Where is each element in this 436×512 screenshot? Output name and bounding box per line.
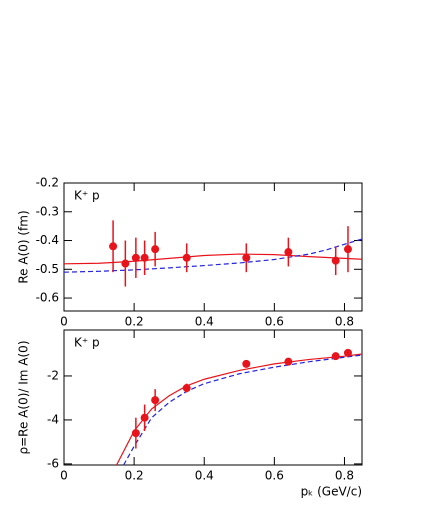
plot-area <box>64 220 362 287</box>
x-tick-label: 0.2 <box>125 315 144 329</box>
y-tick-label: -0.5 <box>36 262 59 276</box>
y-tick-label: -0.3 <box>36 204 59 218</box>
plot-frame <box>63 329 363 466</box>
y-axis-title: Re A(0) (fm) <box>17 210 31 283</box>
plot-area <box>116 348 362 465</box>
x-tick-label: 0 <box>60 469 68 483</box>
x-axis-title: pₖ (GeV/c) <box>301 485 362 499</box>
data-point <box>140 413 149 422</box>
x-tick-label: 0.8 <box>335 469 354 483</box>
data-point <box>131 253 140 262</box>
y-tick-label: -0.6 <box>36 291 59 305</box>
data-point <box>284 357 293 366</box>
plot-frame <box>63 182 363 312</box>
x-tick-label: 0.8 <box>335 315 354 329</box>
data-point <box>343 348 352 357</box>
data-point <box>121 259 130 268</box>
data-point <box>242 359 251 368</box>
x-tick-label: 0.6 <box>265 315 284 329</box>
data-point <box>182 253 191 262</box>
data-point <box>284 248 293 257</box>
data-point <box>182 384 191 393</box>
data-point <box>343 245 352 254</box>
y-tick-label: -0.2 <box>36 176 59 190</box>
y-tick-label: -6 <box>47 456 59 470</box>
data-point <box>109 242 118 251</box>
x-tick-label: 0 <box>60 315 68 329</box>
data-point <box>151 396 160 405</box>
x-tick-label: 0.4 <box>195 315 214 329</box>
annotation: K⁺ p <box>74 336 100 350</box>
y-tick-label: -4 <box>47 412 59 426</box>
y-axis-title: ρ=Re A(0)/ Im A(0) <box>17 341 31 455</box>
x-tick-label: 0.2 <box>125 469 144 483</box>
x-tick-label: 0.6 <box>265 469 284 483</box>
solid-curve <box>64 253 362 265</box>
dashed-curve <box>123 354 362 465</box>
solid-curve <box>116 353 362 465</box>
data-point <box>140 253 149 262</box>
data-point <box>131 429 140 438</box>
y-tick-label: -0.4 <box>36 233 59 247</box>
data-point <box>331 352 340 361</box>
data-point <box>242 253 251 262</box>
x-tick-label: 0.4 <box>195 469 214 483</box>
data-point <box>331 256 340 265</box>
y-tick-label: -2 <box>47 368 59 382</box>
annotation: K⁺ p <box>74 189 100 203</box>
dashed-curve <box>64 238 362 273</box>
data-point <box>151 245 160 254</box>
